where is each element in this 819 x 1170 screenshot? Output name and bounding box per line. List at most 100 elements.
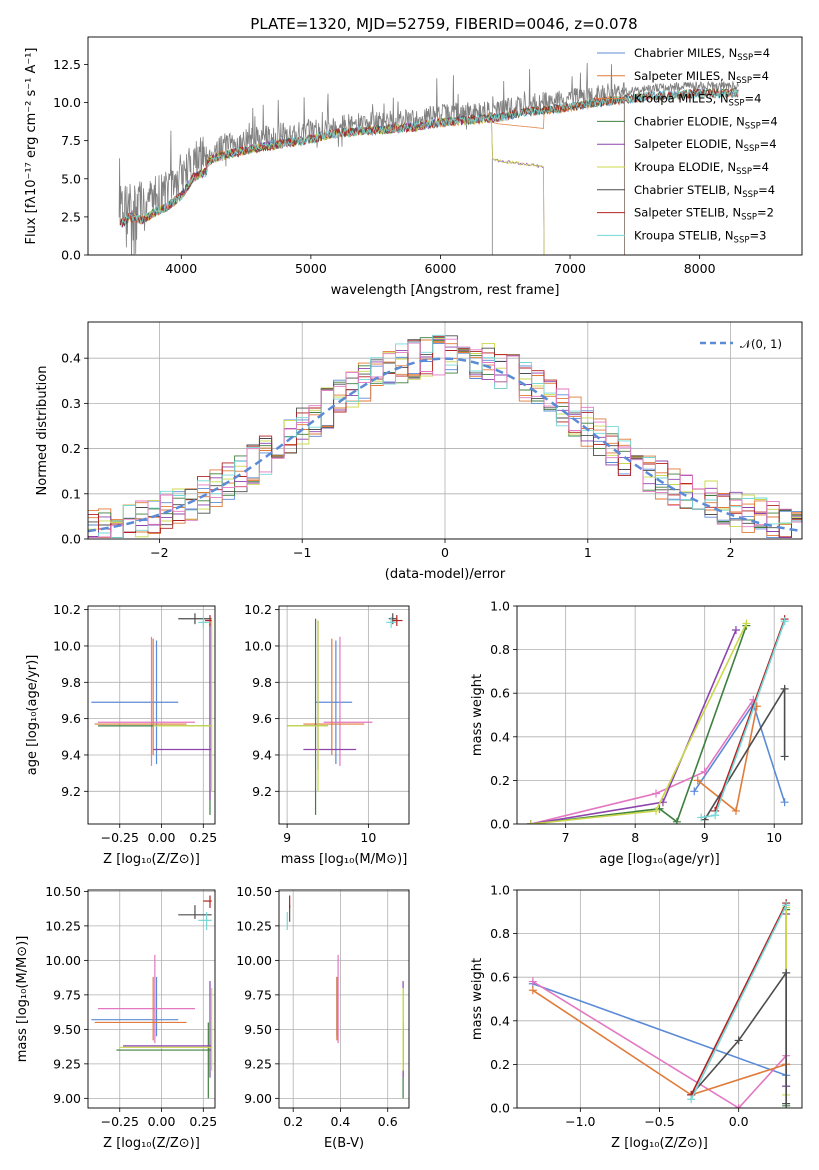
x-axis-label: (data-model)/error	[385, 567, 506, 582]
legend-entry: Chabrier STELIB, NSSP=4	[634, 183, 775, 200]
mass-weight-line	[690, 904, 787, 1100]
x-tick-label: 5000	[295, 261, 327, 276]
mass-weight-marker	[697, 813, 706, 822]
y-tick-label: 9.25	[244, 1056, 272, 1071]
y-tick-label: 9.75	[53, 987, 81, 1002]
spectrum-chart: 4000 5000 6000 7000 8000 0.0 2.5 5.0 7.5 10.0 12.5…	[24, 36, 803, 298]
x-axis-label: mass [log₁₀(M/M⊙)]	[281, 852, 408, 867]
y-tick-label: 10.00	[45, 953, 81, 968]
y-tick-label: 0.0	[490, 817, 510, 832]
y-tick-label: 9.50	[244, 1022, 272, 1037]
legend-entry: Salpeter MILES, NSSP=4	[634, 69, 769, 86]
mass_vs_Z-chart: −0.25 0.00 0.25 9.00 9.25 9.50 9.75 10.00 10.25 1…	[15, 884, 217, 1151]
legend-tail: =4	[758, 183, 775, 197]
y-tick-label: 9.8	[252, 675, 272, 690]
y-tick-label: 9.8	[61, 675, 81, 690]
mass-weight-marker	[687, 1095, 696, 1104]
y-tick-label: 0.6	[490, 970, 510, 985]
y-tick-label: 9.50	[53, 1022, 81, 1037]
legend-label: Salpeter ELODIE, N	[634, 137, 744, 151]
y-tick-label: 0.3	[61, 396, 81, 411]
y-tick-label: 7.5	[61, 133, 81, 148]
y-tick-label: 10.0	[53, 95, 81, 110]
plot-area	[279, 890, 409, 1108]
mass-weight-marker	[782, 901, 791, 910]
x-tick-label: 0.25	[189, 1114, 217, 1129]
axes-frame	[87, 321, 803, 540]
y-tick-label: 9.2	[61, 784, 81, 799]
y-tick-label: 0.2	[490, 773, 510, 788]
y-axis-label: mass [log₁₀(M/M⊙)]	[15, 936, 30, 1063]
x-tick-label: −0.5	[644, 1114, 674, 1129]
y-tick-label: 10.50	[236, 884, 272, 899]
mass-weight-marker	[731, 806, 740, 815]
legend-tail: =4	[752, 160, 769, 174]
plot-area	[517, 606, 802, 824]
observed-spectrum-line	[118, 62, 739, 255]
mass-weight-marker	[528, 977, 537, 986]
mass-weight-line	[530, 699, 754, 824]
x-tick-label: 8	[631, 830, 639, 845]
legend-label: Kroupa MILES, N	[634, 92, 729, 106]
y-tick-label: 1.0	[490, 599, 510, 614]
y-tick-label: 2.5	[61, 209, 81, 224]
legend-tail: =4	[753, 46, 770, 60]
residual-histogram	[88, 338, 802, 539]
x-tick-label: 7000	[554, 261, 586, 276]
y-axis-label: Normed distribution	[35, 366, 50, 496]
x-axis-label: Z [log₁₀(Z/Z⊙)]	[103, 1136, 200, 1151]
mass-weight-marker	[734, 1036, 743, 1045]
axes-frame	[87, 605, 216, 825]
axes-frame	[87, 36, 803, 256]
x-axis-label: Z [log₁₀(Z/Z⊙)]	[611, 1136, 708, 1151]
axes-frame	[516, 889, 803, 1109]
mass-weight-line	[690, 970, 787, 1104]
plot-area	[279, 606, 409, 824]
residuals-chart: −2 −1 0 1 2 0.0 0.1 0.2 0.3 0.4 (data-model)/error…	[35, 321, 803, 582]
y-tick-label: 9.00	[244, 1091, 272, 1106]
y-tick-label: 9.75	[244, 987, 272, 1002]
legend-entry: Kroupa MILES, NSSP=4	[634, 92, 761, 109]
legend-label: Chabrier ELODIE, N	[634, 114, 745, 128]
legend-entry: Kroupa ELODIE, NSSP=4	[634, 160, 769, 177]
mass-weight-line	[530, 629, 737, 824]
y-tick-label: 0.1	[61, 486, 81, 501]
y-tick-label: 5.0	[61, 171, 81, 186]
legend-subscript: SSP	[729, 99, 745, 109]
x-tick-label: −2	[150, 545, 168, 560]
legend-entry: Salpeter ELODIE, NSSP=4	[634, 137, 777, 154]
mass-weight-marker	[780, 617, 789, 626]
y-tick-label: 0.6	[490, 686, 510, 701]
y-tick-label: 0.0	[61, 248, 81, 263]
plot-area	[118, 62, 739, 255]
model-spectrum-line	[120, 87, 739, 227]
y-tick-label: 0.2	[61, 441, 81, 456]
mass-weight-marker	[652, 806, 661, 815]
y-tick-label: 9.25	[53, 1056, 81, 1071]
y-tick-label: 9.6	[252, 711, 272, 726]
x-tick-label: 10	[360, 830, 376, 845]
legend-subscript: SSP	[742, 190, 758, 200]
plot-area	[88, 606, 215, 824]
x-axis-label: Z [log₁₀(Z/Z⊙)]	[103, 852, 200, 867]
mass-weight-marker	[711, 811, 720, 820]
mass_vs_ebv-chart: 0.2 0.4 0.6 9.00 9.25 9.50 9.75 10.00 10.25 10.50…	[236, 884, 410, 1151]
y-tick-label: 0.0	[61, 532, 81, 547]
x-axis-label: E(B-V)	[324, 1136, 364, 1151]
mass_weight_vs_Z-chart: −1.0 −0.5 0.0 0.0 0.2 0.4 0.6 0.8 1.0 Z [log₁₀(Z/…	[470, 883, 803, 1151]
mass-weight-marker	[782, 1099, 791, 1108]
legend-tail: =4	[761, 114, 778, 128]
mass-weight-marker	[528, 986, 537, 995]
x-tick-label: 6000	[425, 261, 457, 276]
mass-weight-line	[530, 625, 748, 824]
model-spectrum-line	[120, 88, 739, 229]
age_vs_Z-chart: −0.25 0.00 0.25 9.2 9.4 9.6 9.8 10.0 10.2 Z [log₁…	[25, 602, 217, 867]
y-tick-label: 0.2	[490, 1057, 510, 1072]
legend-subscript: SSP	[736, 167, 752, 177]
mass-weight-marker	[693, 776, 702, 785]
x-axis-label: age [log₁₀(age/yr)]	[599, 852, 720, 867]
plot-area	[88, 890, 215, 1108]
x-tick-label: 0.00	[148, 830, 176, 845]
y-tick-label: 10.0	[53, 638, 81, 653]
y-tick-label: 9.4	[252, 747, 272, 762]
